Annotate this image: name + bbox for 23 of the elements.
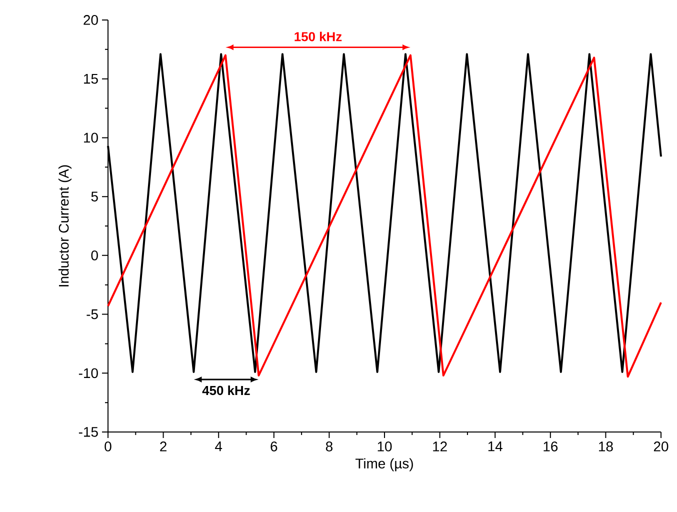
x-tick-label: 10	[378, 442, 392, 452]
x-tick-label: 12	[433, 442, 447, 452]
x-tick-label: 16	[544, 442, 558, 452]
x-tick-label: 2	[160, 442, 166, 452]
x-tick-label: 8	[326, 442, 332, 452]
y-tick-label: -10	[78, 368, 98, 378]
y-tick-label: 10	[84, 132, 98, 143]
y-tick-label: 20	[84, 15, 98, 25]
x-tick-label: 4	[215, 442, 222, 452]
y-tick-label: 5	[91, 192, 98, 202]
x-tick-label: 20	[654, 442, 668, 452]
x-tick-label: 6	[270, 442, 278, 452]
x-tick-label: 0	[104, 442, 112, 452]
x-tick-label: 14	[488, 442, 502, 452]
y-tick-label: -5	[86, 309, 98, 320]
y-tick-label: 0	[91, 250, 98, 260]
x-axis-title: Time (µs)	[355, 458, 413, 472]
annotation: 150 kHz	[294, 32, 342, 42]
y-axis-title: Inductor Current (A)	[58, 165, 72, 286]
y-tick-label: -15	[78, 427, 98, 437]
y-tick-label: 15	[84, 74, 98, 84]
x-tick-label: 18	[599, 442, 613, 452]
annotation: 450 kHz	[202, 386, 250, 396]
